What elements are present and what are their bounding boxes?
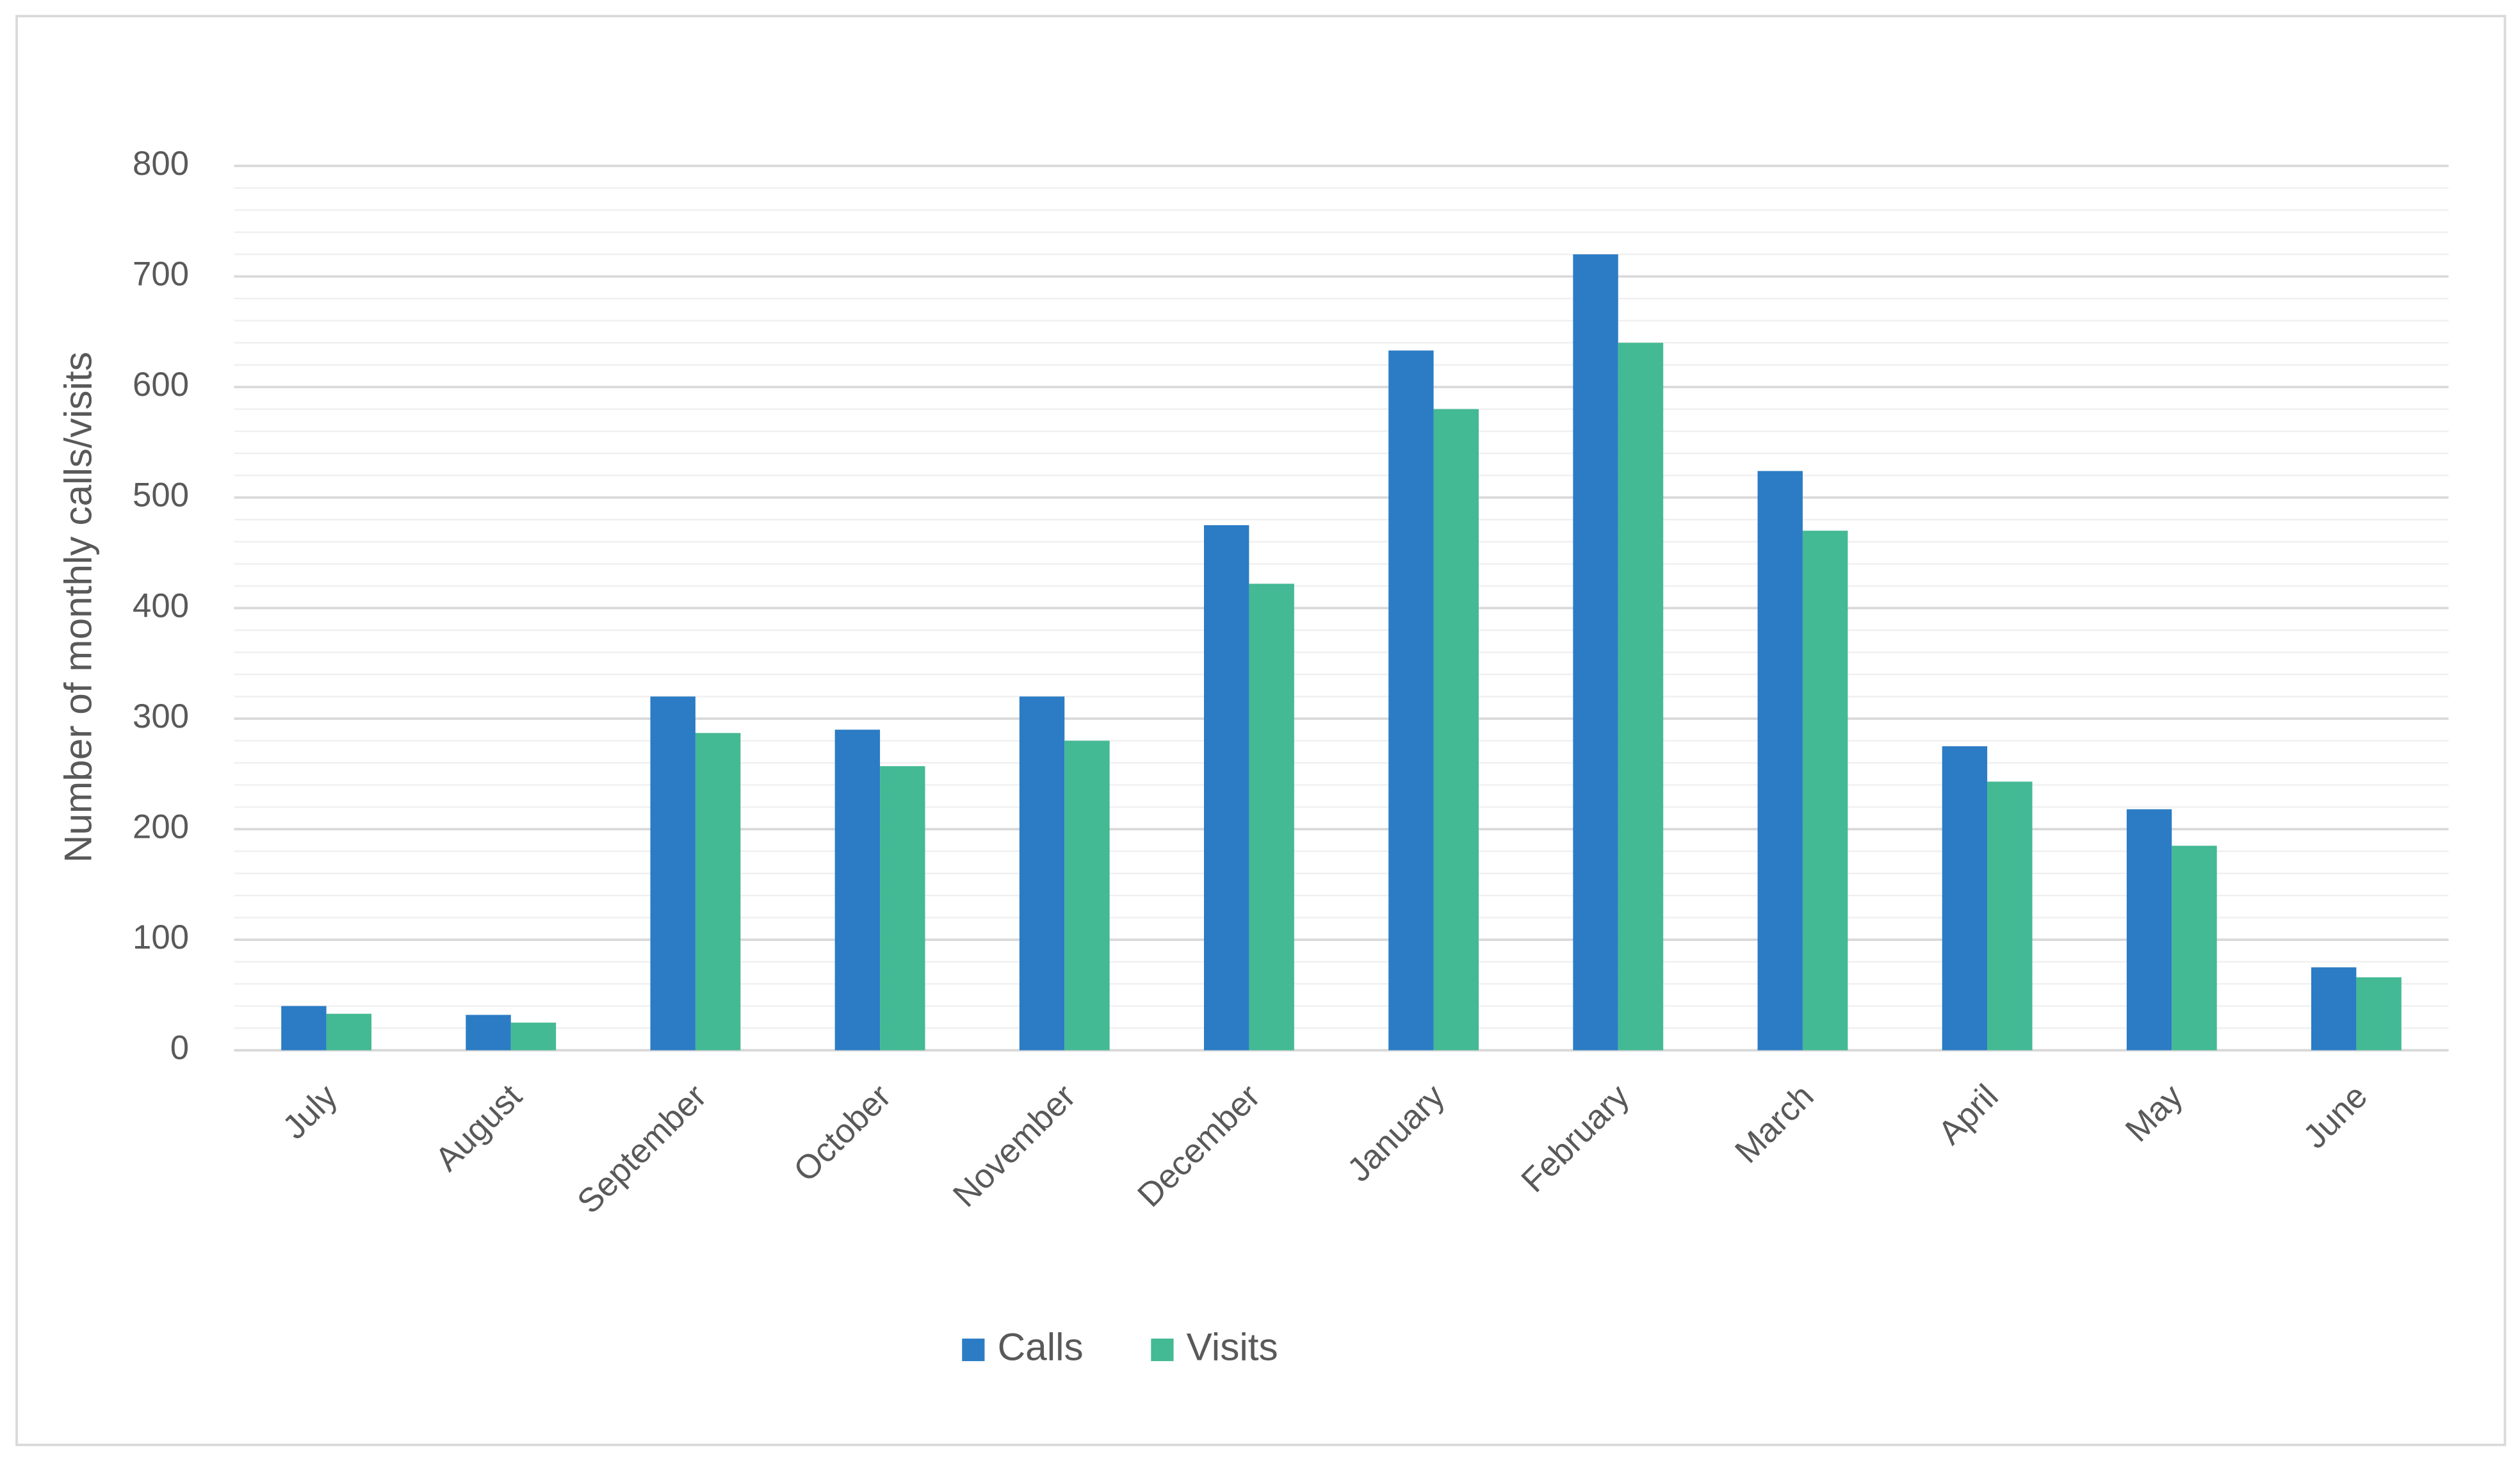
bar [834, 730, 881, 1050]
y-tick-label: 800 [133, 145, 189, 183]
y-tick-label: 300 [133, 698, 189, 735]
legend-swatch [962, 1338, 985, 1362]
bar [1433, 409, 1479, 1050]
bar [2356, 977, 2402, 1050]
bar [1942, 746, 1988, 1050]
y-tick-label: 0 [170, 1029, 189, 1067]
bar [695, 733, 741, 1050]
y-tick-label: 100 [133, 918, 189, 956]
bar [326, 1013, 372, 1050]
y-tick-label: 400 [133, 587, 189, 624]
bar [650, 696, 695, 1050]
bar [1802, 530, 1848, 1050]
legend-label: Calls [998, 1325, 1084, 1368]
bar [1757, 471, 1803, 1050]
bar [2311, 967, 2357, 1050]
bar [2126, 809, 2172, 1050]
y-axis-title: Number of monthly calls/visits [56, 352, 100, 863]
bar [466, 1015, 511, 1050]
bar [1618, 343, 1664, 1050]
bar [880, 766, 925, 1050]
bar [1388, 350, 1434, 1050]
bar [1019, 696, 1065, 1050]
bar [1249, 584, 1294, 1050]
legend-label: Visits [1187, 1325, 1278, 1368]
y-tick-label: 700 [133, 256, 189, 293]
bar [1204, 525, 1249, 1050]
bar [1573, 254, 1618, 1050]
legend-swatch [1151, 1338, 1174, 1362]
y-tick-label: 200 [133, 808, 189, 845]
bar [1064, 740, 1110, 1050]
y-tick-label: 600 [133, 366, 189, 404]
bar [281, 1006, 327, 1050]
bar [1987, 781, 2033, 1050]
bar [510, 1022, 557, 1050]
bar [2172, 845, 2217, 1050]
y-tick-label: 500 [133, 477, 189, 514]
